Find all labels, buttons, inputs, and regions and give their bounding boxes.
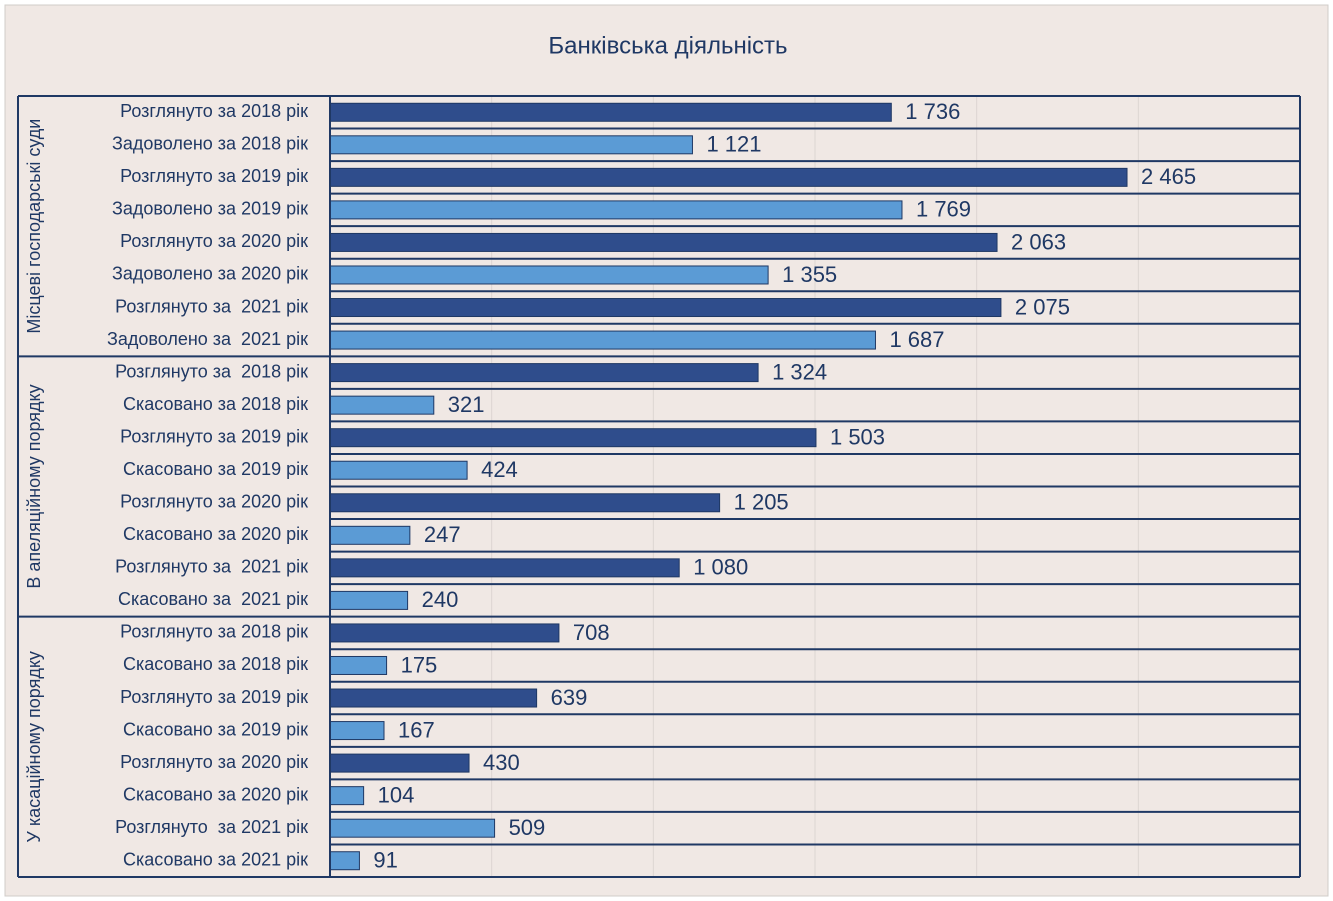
category-label: Скасовано за 2020 рік [123, 524, 308, 544]
value-label: 1 355 [782, 262, 837, 287]
category-label: Розглянуто за 2020 рік [120, 231, 308, 251]
bar [329, 102, 892, 122]
bar [329, 786, 365, 806]
bar [329, 395, 435, 415]
value-label: 1 769 [916, 197, 971, 222]
category-label: Розглянуто за 2021 рік [115, 817, 308, 837]
value-label: 240 [422, 587, 459, 612]
category-label: Скасовано за 2018 рік [123, 394, 308, 414]
value-label: 2 465 [1141, 164, 1196, 189]
group-label: В апеляційному порядку [24, 384, 44, 588]
value-label: 430 [483, 750, 520, 775]
category-label: Скасовано за 2019 рік [123, 459, 308, 479]
value-label: 708 [573, 620, 610, 645]
category-label: Розглянуто за 2018 рік [120, 101, 308, 121]
category-label: Скасовано за 2018 рік [123, 654, 308, 674]
category-label: Скасовано за 2021 рік [123, 849, 308, 869]
bar [329, 721, 385, 741]
value-label: 247 [424, 522, 461, 547]
category-label: Розглянуто за 2019 рік [120, 426, 308, 446]
bar [329, 265, 769, 285]
value-label: 1 736 [905, 99, 960, 124]
bar [329, 428, 817, 448]
value-label: 2 075 [1015, 294, 1070, 319]
value-label: 167 [398, 717, 435, 742]
bar [329, 460, 468, 480]
category-label: Розглянуто за 2021 рік [115, 296, 308, 316]
value-label: 91 [373, 848, 397, 873]
category-label: Скасовано за 2020 рік [123, 784, 308, 804]
category-label: Задоволено за 2021 рік [107, 329, 308, 349]
bar [329, 688, 538, 708]
value-label: 2 063 [1011, 229, 1066, 254]
bar [329, 851, 360, 871]
category-label: Розглянуто за 2020 рік [120, 492, 308, 512]
bar [329, 493, 721, 513]
category-label: Розглянуто за 2018 рік [115, 361, 308, 381]
bar [329, 135, 693, 155]
bar [329, 623, 560, 643]
bar [329, 558, 680, 578]
bar [329, 298, 1002, 318]
bar [329, 525, 411, 545]
value-label: 424 [481, 457, 518, 482]
value-label: 639 [551, 685, 588, 710]
group-label: Місцеві господарські суди [24, 119, 44, 334]
category-label: Задоволено за 2019 рік [112, 199, 308, 219]
bar [329, 232, 998, 252]
bar [329, 818, 496, 838]
category-label: Задоволено за 2020 рік [112, 264, 308, 284]
category-label: Розглянуто за 2019 рік [120, 687, 308, 707]
bar [329, 753, 470, 773]
value-label: 104 [378, 782, 415, 807]
bar [329, 363, 759, 383]
value-label: 1 121 [706, 132, 761, 157]
category-label: Задоволено за 2018 рік [112, 134, 308, 154]
category-label: Розглянуто за 2020 рік [120, 752, 308, 772]
bar [329, 200, 903, 220]
category-label: Розглянуто за 2019 рік [120, 166, 308, 186]
bar [329, 590, 409, 610]
chart-title: Банківська діяльність [548, 32, 787, 59]
value-label: 1 080 [693, 555, 748, 580]
bar [329, 655, 388, 675]
category-label: Розглянуто за 2021 рік [115, 557, 308, 577]
bar [329, 167, 1128, 187]
value-label: 175 [401, 652, 438, 677]
value-label: 1 503 [830, 425, 885, 450]
value-label: 1 324 [772, 359, 827, 384]
value-label: 1 205 [734, 490, 789, 515]
category-label: Розглянуто за 2018 рік [120, 622, 308, 642]
value-label: 1 687 [889, 327, 944, 352]
bar [329, 330, 876, 350]
group-label: У касаційному порядку [24, 651, 44, 843]
value-label: 321 [448, 392, 485, 417]
category-label: Скасовано за 2019 рік [123, 719, 308, 739]
category-label: Скасовано за 2021 рік [118, 589, 308, 609]
value-label: 509 [509, 815, 546, 840]
